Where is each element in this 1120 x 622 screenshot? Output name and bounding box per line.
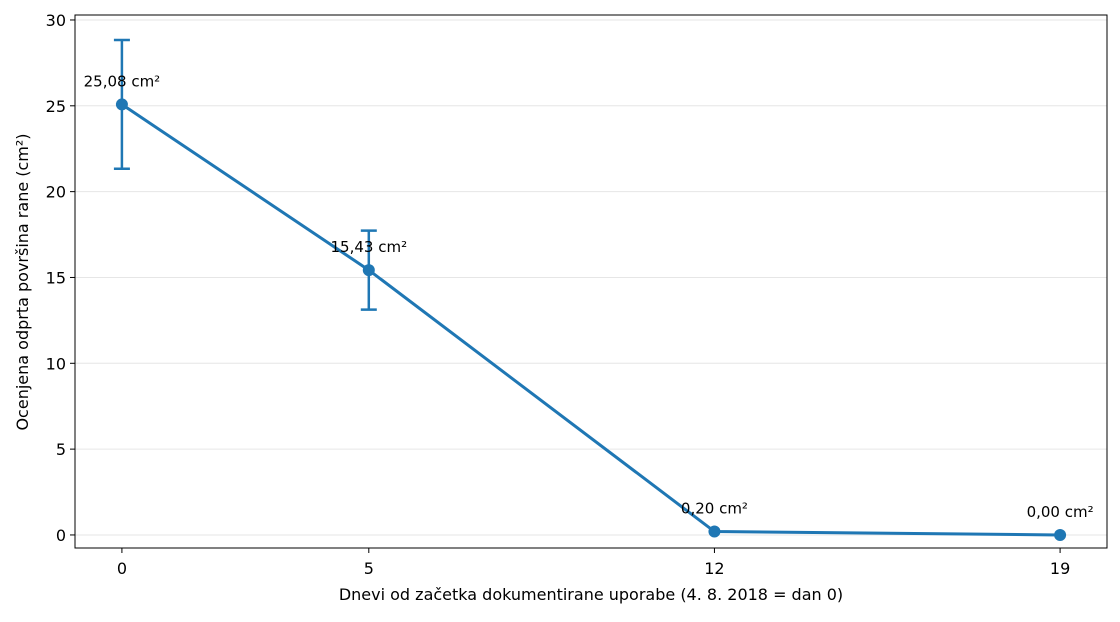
y-tick-label: 25	[46, 97, 66, 116]
x-tick-label: 0	[117, 559, 127, 578]
y-axis-label: Ocenjena odprta površina rane (cm²)	[13, 133, 32, 430]
y-tick-label: 20	[46, 183, 66, 202]
data-label: 25,08 cm²	[84, 72, 161, 90]
y-tick-label: 10	[46, 354, 66, 373]
point	[115, 98, 128, 111]
y-tick-label: 0	[56, 526, 66, 545]
point	[1054, 528, 1067, 541]
x-axis-label: Dnevi od začetka dokumentirane uporabe (…	[339, 585, 843, 604]
data-label: 15,43 cm²	[331, 238, 408, 256]
line	[121, 103, 1061, 537]
x-tick-label: 5	[364, 559, 374, 578]
point	[362, 264, 375, 277]
point	[708, 525, 721, 538]
y-tick-label: 5	[56, 440, 66, 459]
x-tick-label: 12	[704, 559, 724, 578]
data-label: 0,00 cm²	[1027, 503, 1094, 521]
plot-frame	[74, 14, 1108, 549]
x-tick-label: 19	[1050, 559, 1070, 578]
y-tick-label: 30	[46, 11, 66, 30]
y-tick-label: 15	[46, 268, 66, 287]
data-label: 0,20 cm²	[681, 500, 748, 518]
